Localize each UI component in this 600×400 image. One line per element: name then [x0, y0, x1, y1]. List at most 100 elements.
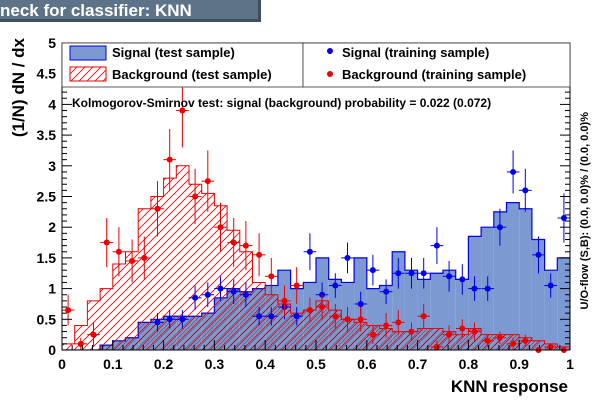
signal-training-point: [522, 187, 529, 194]
y-tick-label: 5: [48, 35, 56, 51]
signal-training-point: [383, 288, 390, 295]
background-test-bar: [176, 165, 189, 350]
signal-training-point: [446, 273, 453, 280]
background-training-point: [77, 340, 84, 347]
signal-training-point: [357, 300, 364, 307]
background-test-bar: [100, 288, 113, 350]
x-axis-label: KNN response: [451, 377, 568, 396]
chart-title: neck for classifier: KNN: [0, 1, 192, 20]
x-tick-label: 0.2: [154, 356, 174, 372]
x-tick-label: 0.6: [357, 356, 377, 372]
y-tick-label: 4.5: [37, 66, 57, 82]
background-training-point: [65, 307, 72, 314]
background-training-point: [204, 178, 211, 185]
background-overlap-hatch: [417, 328, 431, 350]
background-test-bar: [150, 196, 164, 350]
signal-training-point: [332, 282, 339, 289]
background-training-point: [141, 254, 148, 261]
legend-label-signal-training: Signal (training sample): [342, 45, 489, 60]
y-tick-label: 1.5: [37, 250, 57, 266]
background-training-point: [522, 337, 529, 344]
y-tick-label: 3.5: [37, 127, 57, 143]
x-tick-label: 1: [566, 356, 574, 372]
background-overlap-hatch: [189, 316, 202, 350]
background-training-point: [90, 331, 97, 338]
x-tick-label: 0.9: [509, 356, 529, 372]
background-overlap-hatch: [316, 300, 329, 350]
background-test-outline: [62, 165, 570, 350]
signal-training-point: [242, 291, 249, 298]
signal-training-point: [395, 270, 402, 277]
background-overlap-hatch: [100, 345, 113, 350]
marker-layer: [61, 73, 571, 353]
signal-training-point: [268, 313, 275, 320]
background-training-point: [129, 257, 136, 264]
x-tick-label: 0.1: [103, 356, 123, 372]
x-tick-label: 0.4: [255, 356, 275, 372]
background-overlap-hatch: [112, 340, 126, 350]
legend-marker-signal-training: [327, 48, 333, 54]
x-tick-label: 0.5: [306, 356, 326, 372]
y-tick-label: 4: [48, 96, 56, 112]
x-tick-label: 0.8: [459, 356, 479, 372]
background-test-bar: [62, 343, 75, 350]
signal-test-bar: [506, 202, 520, 350]
axes-layer: 0 0.1 0.2 0.3 0.4 0.5 0.6 0.7 0.8 0.9 1 0 0.5 1 1.5 2 2.…: [37, 35, 575, 372]
background-training-point: [230, 239, 237, 246]
signal-training-point: [459, 276, 466, 283]
background-overlap-hatch: [125, 337, 139, 350]
y-tick-label: 0.5: [37, 311, 57, 327]
signal-training-point: [369, 267, 376, 274]
background-training-point: [369, 331, 376, 338]
legend-label-background-training: Background (training sample): [342, 67, 526, 82]
background-overlap-hatch: [150, 319, 164, 350]
histogram-layer: [62, 165, 570, 350]
y-tick-label: 2.5: [37, 189, 57, 205]
background-test-bar: [163, 178, 177, 350]
background-overlap-hatch: [531, 340, 545, 350]
signal-training-point: [256, 313, 263, 320]
background-overlap-hatch: [201, 313, 215, 350]
x-tick-label: 0.3: [205, 356, 225, 372]
legend-marker-background-training: [327, 71, 333, 77]
signal-training-point: [179, 316, 186, 323]
background-training-point: [547, 343, 554, 350]
background-overlap-hatch: [354, 322, 367, 350]
overflow-label: U/O-flow (S,B): (0.0, 0.0)% / (0.0, 0.0)…: [579, 112, 591, 310]
signal-training-point: [154, 319, 161, 326]
signal-training-point: [344, 254, 351, 261]
legend-label-background-test: Background (test sample): [112, 67, 272, 82]
background-training-point: [446, 331, 453, 338]
signal-training-point: [408, 270, 415, 277]
background-training-point: [103, 239, 110, 246]
background-overlap-hatch: [341, 319, 355, 350]
background-training-point: [281, 297, 288, 304]
background-overlap-hatch: [290, 313, 304, 350]
background-training-point: [115, 248, 122, 255]
background-overlap-hatch: [214, 297, 228, 350]
background-training-point: [319, 304, 326, 311]
background-training-point: [154, 205, 161, 212]
signal-training-point: [471, 285, 478, 292]
signal-test-bar: [455, 279, 469, 350]
signal-test-bar: [493, 211, 507, 350]
signal-training-point: [192, 294, 199, 301]
background-training-point: [459, 325, 466, 332]
signal-test-bar: [443, 270, 456, 350]
y-tick-label: 2: [48, 219, 56, 235]
background-training-point: [496, 334, 503, 341]
signal-test-bar: [557, 257, 570, 350]
background-overlap-hatch: [430, 328, 443, 350]
legend: Signal (test sample) Background (test sa…: [61, 42, 571, 88]
signal-training-point: [433, 242, 440, 249]
background-training-point: [344, 316, 351, 323]
signal-test-bar: [404, 270, 418, 350]
background-overlap-hatch: [328, 310, 342, 350]
legend-swatch-background-test: [69, 66, 107, 82]
background-overlap-hatch: [277, 303, 291, 350]
background-training-point: [383, 322, 390, 329]
background-test-bar: [112, 264, 126, 350]
background-overlap-hatch: [303, 310, 316, 350]
background-training-point: [395, 319, 402, 326]
background-test-bar: [189, 184, 202, 350]
